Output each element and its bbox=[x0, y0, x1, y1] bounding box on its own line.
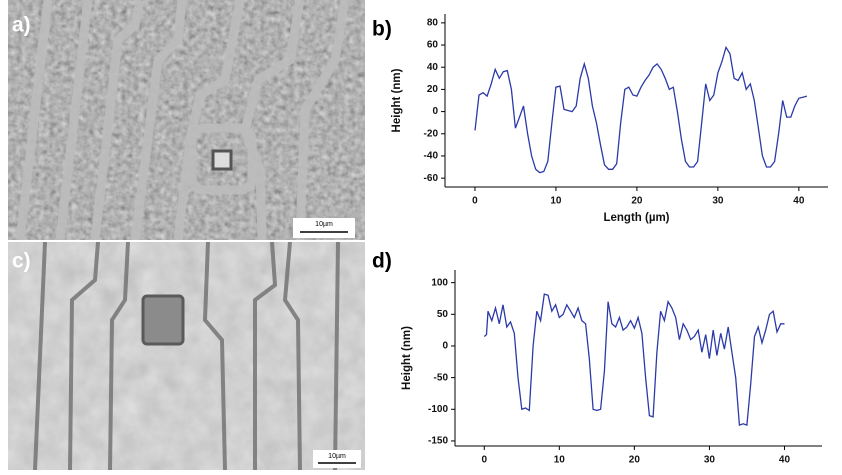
x-tick-label: 30 bbox=[704, 455, 716, 466]
y-tick-label: -50 bbox=[434, 372, 449, 383]
y-tick-label: -60 bbox=[424, 173, 439, 184]
y-axis-title: Height (nm) bbox=[391, 68, 403, 132]
sem-image-a bbox=[8, 0, 365, 240]
y-tick-label: 50 bbox=[437, 309, 449, 320]
panel-label: d) bbox=[372, 250, 392, 273]
y-tick-label: 0 bbox=[442, 341, 448, 352]
x-tick-label: 0 bbox=[481, 455, 487, 466]
x-tick-label: 20 bbox=[631, 196, 643, 207]
y-axis-title: Height (nm) bbox=[401, 326, 413, 390]
x-axis-title: Length (µm) bbox=[603, 212, 669, 224]
scale-bar-box bbox=[293, 218, 355, 238]
data-line bbox=[483, 293, 785, 426]
y-tick-label: 40 bbox=[427, 62, 439, 73]
y-tick-label: 100 bbox=[431, 277, 448, 288]
y-tick-label: -20 bbox=[424, 128, 439, 139]
panel-label: b) bbox=[372, 18, 392, 41]
scale-bar-label: 10µm bbox=[315, 221, 333, 228]
x-tick-label: 30 bbox=[712, 196, 724, 207]
scale-bar-label: 10µm bbox=[328, 453, 346, 460]
x-tick-label: 10 bbox=[554, 455, 566, 466]
x-tick-label: 20 bbox=[629, 455, 641, 466]
x-tick-label: 40 bbox=[793, 196, 805, 207]
panel-label: a) bbox=[12, 14, 31, 37]
x-tick-label: 40 bbox=[779, 455, 791, 466]
y-tick-label: -100 bbox=[428, 404, 448, 415]
y-tick-label: 80 bbox=[427, 18, 439, 29]
y-tick-label: 60 bbox=[427, 40, 439, 51]
sem-image-c bbox=[8, 242, 365, 470]
y-tick-label: 0 bbox=[432, 106, 438, 117]
x-tick-label: 10 bbox=[550, 196, 562, 207]
data-line bbox=[474, 45, 808, 174]
panel-label: c) bbox=[12, 250, 31, 273]
y-tick-label: -150 bbox=[428, 436, 448, 447]
x-tick-label: 0 bbox=[472, 196, 478, 207]
y-tick-label: 20 bbox=[427, 84, 439, 95]
y-tick-label: -40 bbox=[424, 151, 439, 162]
